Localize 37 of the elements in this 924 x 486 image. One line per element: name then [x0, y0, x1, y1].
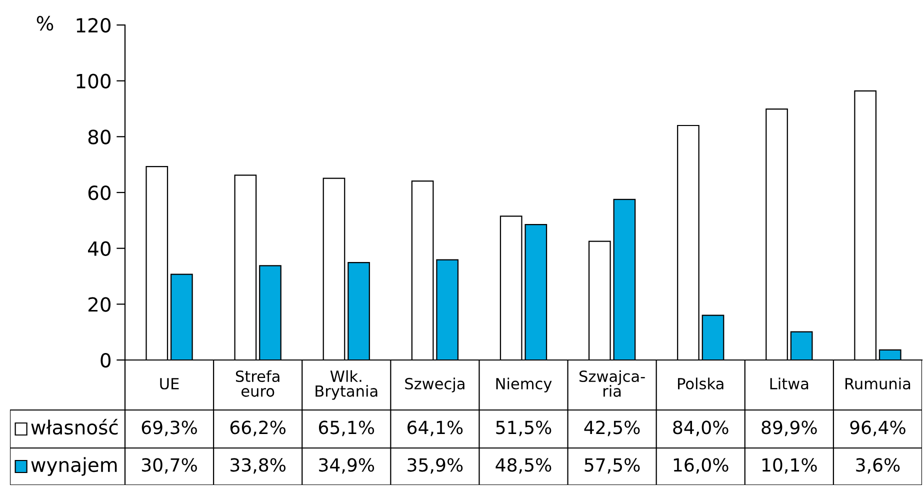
legend-label: własność [31, 418, 118, 435]
y-tick-label: 40 [88, 241, 111, 256]
data-label: 57,5% [584, 458, 640, 474]
data-label: 64,1% [408, 420, 463, 436]
y-axis-title: % [36, 16, 54, 31]
data-label: 3,6% [856, 458, 900, 474]
x-tick-label: Polska [678, 378, 724, 390]
y-tick-label: 20 [88, 297, 111, 312]
data-label: 96,4% [850, 420, 906, 436]
x-tick-label: Szwajca- ria [580, 370, 645, 397]
data-label: 33,8% [230, 458, 286, 474]
y-tick-label: 100 [76, 74, 111, 88]
x-tick-label: UE [160, 378, 179, 390]
data-label: 10,1% [762, 458, 817, 474]
data-label: 69,3% [142, 420, 197, 436]
x-tick-label: Niemcy [496, 378, 552, 392]
data-label: 65,1% [318, 420, 374, 436]
data-label: 89,9% [762, 420, 817, 436]
x-tick-label: Szwecja [405, 378, 464, 392]
legend-label: wynajem [31, 457, 117, 476]
y-tick-label: 0 [100, 352, 111, 368]
data-label: 84,0% [673, 420, 728, 436]
data-label: 35,9% [408, 458, 463, 474]
data-label: 48,5% [496, 458, 552, 474]
x-tick-label: Wlk. Brytania [316, 370, 378, 400]
data-label: 16,0% [674, 458, 728, 474]
x-tick-label: Rumunia [845, 378, 910, 390]
x-tick-label: Strefa euro [236, 370, 280, 397]
data-label: 42,5% [584, 420, 640, 436]
data-label: 30,7% [142, 458, 197, 474]
data-label: 34,9% [319, 458, 374, 474]
x-tick-label: Litwa [770, 378, 808, 390]
y-tick-label: 60 [88, 185, 111, 200]
y-tick-label: 120 [76, 18, 111, 33]
data-label: 66,2% [230, 420, 286, 436]
data-label: 51,5% [496, 420, 552, 436]
y-tick-label: 80 [88, 130, 111, 144]
